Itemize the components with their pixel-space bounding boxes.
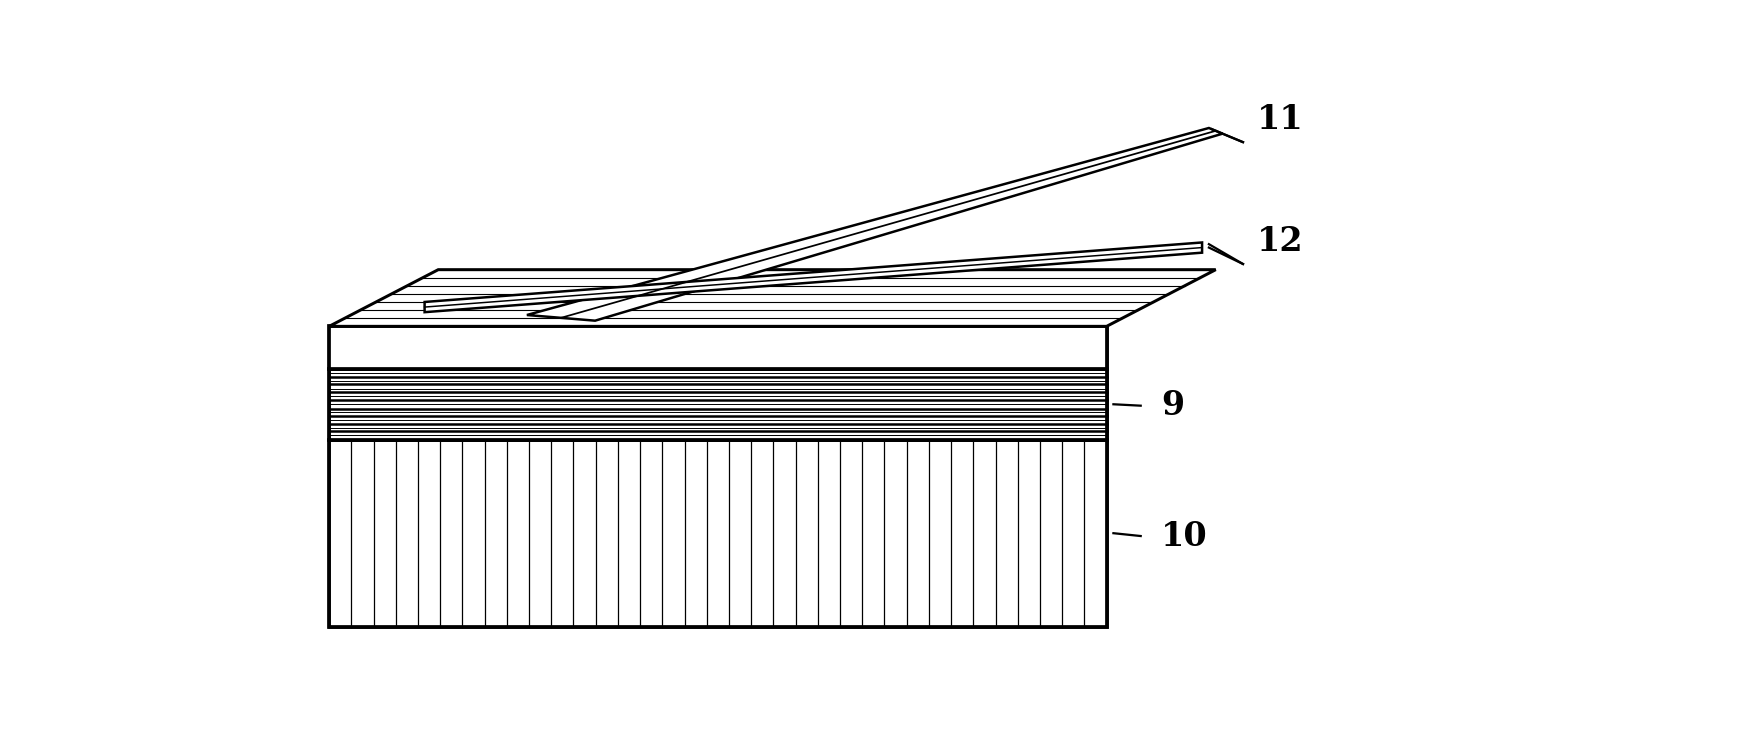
Text: 11: 11 xyxy=(1257,104,1304,136)
Bar xyxy=(329,326,484,369)
Bar xyxy=(796,326,950,369)
Bar xyxy=(329,439,1107,627)
Polygon shape xyxy=(526,128,1223,321)
Bar xyxy=(950,326,1107,369)
Polygon shape xyxy=(424,242,1202,312)
Text: 9: 9 xyxy=(1162,389,1184,422)
Text: 12: 12 xyxy=(1257,225,1302,258)
Bar xyxy=(329,326,1107,369)
Bar xyxy=(329,369,1107,439)
Bar xyxy=(329,369,1107,439)
Polygon shape xyxy=(329,269,1216,326)
Bar xyxy=(484,326,641,369)
Bar xyxy=(329,439,1107,627)
Bar xyxy=(329,326,1107,369)
Bar xyxy=(641,326,796,369)
Text: 10: 10 xyxy=(1162,520,1207,553)
